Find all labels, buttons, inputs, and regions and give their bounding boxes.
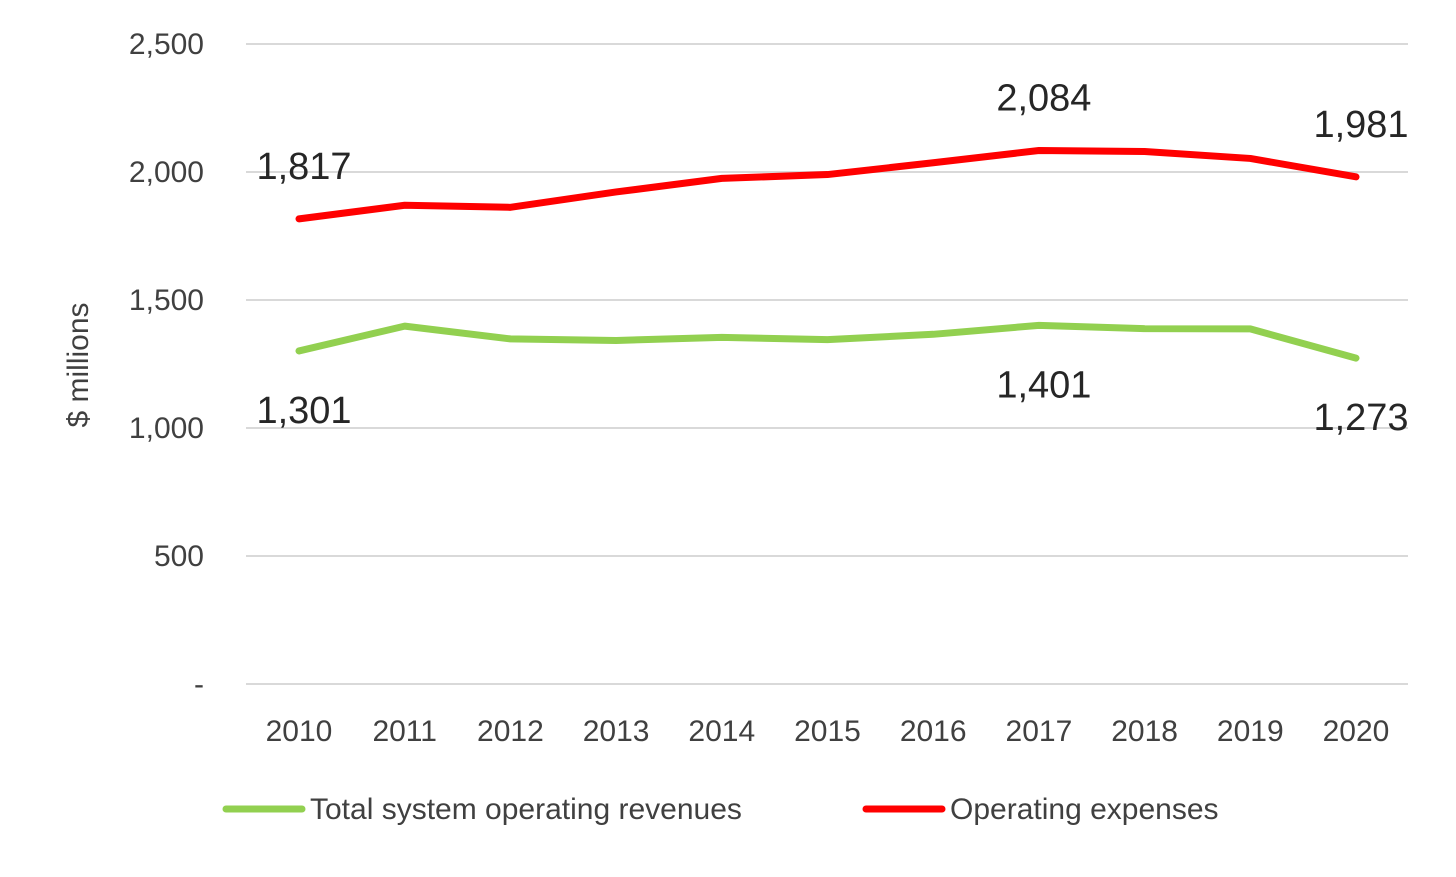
data-label: 2,084 <box>996 77 1091 119</box>
y-tick-label: 1,000 <box>129 412 204 445</box>
x-tick-label: 2019 <box>1217 715 1284 748</box>
x-tick-label: 2018 <box>1111 715 1178 748</box>
series-line-0 <box>295 321 1360 362</box>
y-tick-label: 2,500 <box>129 28 204 61</box>
data-label: 1,401 <box>996 364 1091 406</box>
data-label: 1,981 <box>1313 104 1408 146</box>
legend-label: Operating expenses <box>950 793 1219 826</box>
x-tick-label: 2011 <box>372 715 437 748</box>
data-label: 1,817 <box>256 146 351 188</box>
y-tick-label: 1,500 <box>129 284 204 317</box>
data-labels: 1,301 1,401 1,273 1,817 2,084 1,981 <box>256 77 1408 439</box>
data-label: 1,301 <box>256 390 351 432</box>
data-label: 1,273 <box>1313 397 1408 439</box>
series-lines <box>295 146 1360 362</box>
x-tick-label: 2013 <box>583 715 650 748</box>
legend: Total system operating revenues Operating… <box>222 793 1219 826</box>
x-tick-label: 2014 <box>688 715 755 748</box>
y-axis-ticks: - 500 1,000 1,500 2,000 2,500 <box>129 28 204 701</box>
gridlines <box>246 43 1408 685</box>
legend-label: Total system operating revenues <box>310 793 742 826</box>
x-tick-label: 2012 <box>477 715 544 748</box>
y-tick-label: 500 <box>154 540 204 573</box>
x-tick-label: 2015 <box>794 715 861 748</box>
x-tick-label: 2017 <box>1006 715 1073 748</box>
y-tick-label: - <box>194 668 204 701</box>
x-tick-label: 2016 <box>900 715 967 748</box>
y-tick-label: 2,000 <box>129 156 204 189</box>
x-axis-ticks: 2010 2011 2012 2013 2014 2015 2016 2017 2018 2019… <box>266 715 1390 748</box>
series-line-1 <box>295 146 1360 223</box>
x-tick-label: 2020 <box>1323 715 1390 748</box>
x-tick-label: 2010 <box>266 715 333 748</box>
y-axis-label: $ millions <box>62 302 95 427</box>
